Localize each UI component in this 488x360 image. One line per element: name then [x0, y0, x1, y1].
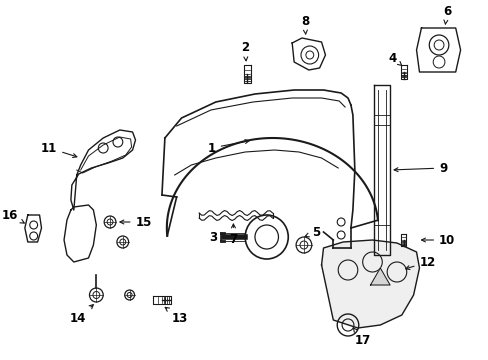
Text: 11: 11 [41, 141, 77, 157]
Text: 6: 6 [442, 5, 450, 24]
Text: 9: 9 [393, 162, 447, 175]
Text: 5: 5 [305, 225, 319, 239]
Text: 4: 4 [388, 51, 401, 66]
Text: 16: 16 [1, 208, 24, 223]
Text: 3: 3 [209, 230, 241, 243]
Text: 15: 15 [120, 216, 152, 229]
Text: 8: 8 [300, 15, 308, 34]
Text: 2: 2 [241, 41, 249, 61]
Text: 10: 10 [421, 234, 454, 247]
Polygon shape [321, 240, 419, 328]
Text: 12: 12 [405, 256, 435, 270]
Text: 17: 17 [353, 328, 370, 346]
Polygon shape [370, 268, 389, 285]
Text: 13: 13 [165, 307, 187, 324]
Text: 1: 1 [207, 140, 248, 154]
Text: 7: 7 [229, 224, 237, 246]
Text: 14: 14 [70, 305, 93, 324]
